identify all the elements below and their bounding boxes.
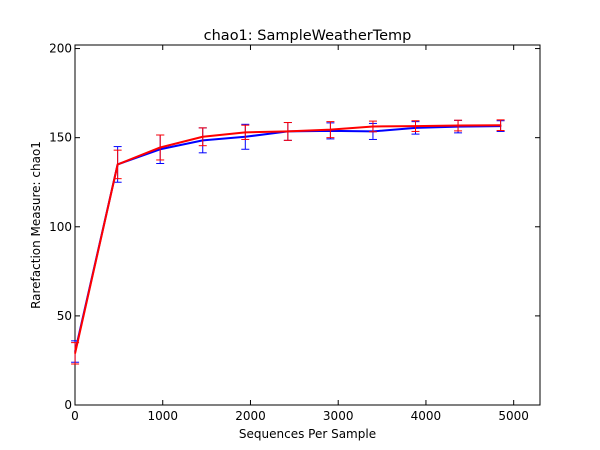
x-tick-label: 0 — [71, 409, 79, 423]
data-point — [74, 352, 76, 355]
axis-ticks: 0 1000 2000 3000 4000 5000 0 50 100 150 200 — [49, 42, 540, 423]
x-tick-label: 3000 — [323, 409, 354, 423]
chart-title: chao1: SampleWeatherTemp — [204, 28, 412, 44]
y-tick-label: 0 — [64, 398, 72, 412]
x-tick-label: 2000 — [235, 409, 266, 423]
y-axis-label: Rarefaction Measure: chao1 — [29, 141, 43, 309]
y-tick-label: 200 — [49, 42, 72, 56]
data-series — [71, 119, 505, 365]
data-point — [287, 130, 289, 133]
x-tick-label: 1000 — [147, 409, 178, 423]
series-2 — [71, 119, 505, 365]
data-point — [244, 131, 247, 134]
data-point — [201, 135, 204, 138]
y-tick-label: 100 — [49, 220, 72, 234]
x-axis-label: Sequences Per Sample — [239, 427, 376, 441]
data-point — [457, 124, 459, 127]
data-point — [372, 125, 374, 128]
data-point — [116, 163, 119, 166]
data-point — [499, 124, 502, 126]
y-tick-label: 50 — [57, 309, 72, 323]
y-tick-label: 150 — [49, 131, 72, 145]
x-tick-label: 5000 — [498, 409, 529, 423]
x-tick-label: 4000 — [411, 409, 442, 423]
data-point — [414, 125, 417, 127]
data-point — [159, 146, 161, 149]
plot-area — [74, 44, 541, 406]
data-point — [329, 128, 332, 131]
